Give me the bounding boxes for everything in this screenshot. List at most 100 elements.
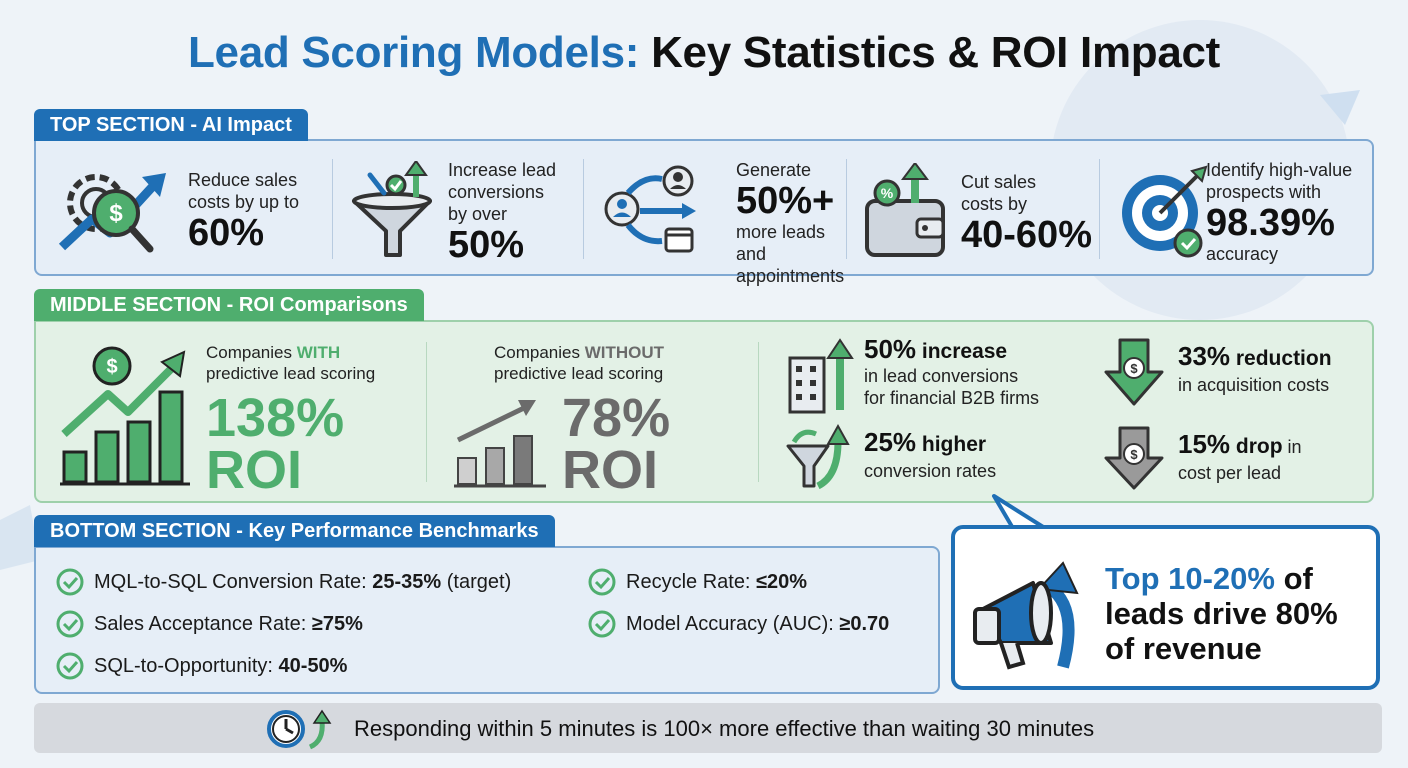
with-line2: predictive lead scoring <box>206 364 376 383</box>
top-stat-5-line1: Identify high-value <box>1206 160 1353 180</box>
title-part1: Lead Scoring Models: <box>187 28 640 77</box>
divider <box>426 342 427 482</box>
without-label: Companies WITHOUT predictive lead scorin… <box>494 342 664 384</box>
with-emph: WITH <box>296 343 341 362</box>
top-stat-5-line3: accuracy <box>1206 244 1279 264</box>
funnel-icon <box>352 161 432 257</box>
top-stat-1-line2: costs by up to <box>188 192 300 212</box>
building-growth-icon <box>788 338 854 414</box>
stat-4-small: in <box>1282 437 1302 457</box>
stat-1-mid: increase <box>916 340 1008 363</box>
svg-text:$: $ <box>109 200 123 227</box>
callout-box: Top 10-20% of leads drive 80% of revenue <box>951 525 1380 690</box>
top-stat-4: % Cut sales costs by 40-60% <box>849 141 1099 274</box>
lead-flow-icon <box>604 165 696 253</box>
check-circle-icon <box>56 652 84 680</box>
growth-chart-icon: $ <box>60 346 190 486</box>
benchmark-value: 40-50% <box>278 654 348 677</box>
top-stat-3-value: 50%+ <box>736 180 835 222</box>
svg-text:%: % <box>881 185 894 201</box>
top-stat-3: Generate 50%+ more leads and appointment… <box>586 141 846 286</box>
callout-text: Top 10-20% of leads drive 80% of revenue <box>1105 561 1338 666</box>
top-stat-1-line1: Reduce sales <box>188 170 298 190</box>
down-arrow-gray-icon: $ <box>1104 426 1164 490</box>
divider <box>583 159 584 259</box>
benchmark-label: SQL-to-Opportunity: <box>94 654 279 677</box>
benchmark-suffix: (target) <box>441 570 512 593</box>
footer-bar: Responding within 5 minutes is 100× more… <box>34 703 1382 753</box>
divider <box>1099 159 1100 259</box>
top-stat-2-value: 50% <box>448 224 525 266</box>
stat-1-big: 50% <box>864 334 917 364</box>
benchmark-value: 25-35% <box>372 570 442 593</box>
stat-2-big: 33% <box>1178 341 1231 371</box>
benchmark-label: MQL-to-SQL Conversion Rate: <box>94 570 373 593</box>
benchmark-sql-opportunity: SQL-to-Opportunity: 40-50% <box>56 652 347 680</box>
clock-growth-icon <box>267 709 332 750</box>
target-icon <box>1122 165 1208 258</box>
top-stat-5: Identify high-value prospects with 98.39… <box>1102 141 1374 274</box>
footer-text: Responding within 5 minutes is 100× more… <box>354 716 1095 741</box>
top-stat-2-line2: conversions <box>448 182 545 202</box>
callout-line3: of revenue <box>1105 631 1262 666</box>
top-section-label: TOP SECTION - AI Impact <box>34 109 308 141</box>
top-stat-5-value: 98.39% <box>1206 202 1335 244</box>
without-roi-label: ROI <box>562 440 659 500</box>
top-stat-1-value: 60% <box>188 212 265 254</box>
top-stat-2: Increase lead conversions by over 50% <box>336 141 586 274</box>
top-stat-3-line3: appointments <box>736 266 845 286</box>
svg-text:$: $ <box>1130 361 1138 376</box>
benchmark-model-accuracy: Model Accuracy (AUC): ≥0.70 <box>588 610 889 638</box>
with-roi-label: ROI <box>206 440 303 500</box>
stat-4-big: 15% <box>1178 429 1231 459</box>
bottom-section-panel: MQL-to-SQL Conversion Rate: 25-35% (targ… <box>34 546 940 694</box>
stat-3-mid: higher <box>916 433 987 456</box>
callout-line2: leads drive 80% <box>1105 596 1338 631</box>
without-emph: WITHOUT <box>584 343 665 362</box>
stat-4: 15% drop in cost per lead <box>1178 429 1302 485</box>
stat-3-line2: conversion rates <box>864 461 997 481</box>
with-label: Companies WITH predictive lead scoring <box>206 342 375 384</box>
top-stat-1: $ Reduce sales costs by up to 60% <box>36 141 336 274</box>
stat-2-line2: in acquisition costs <box>1178 375 1330 395</box>
megaphone-icon <box>973 561 1079 670</box>
top-stat-5-line2: prospects with <box>1206 182 1322 202</box>
top-stat-4-value: 40-60% <box>961 214 1092 256</box>
top-stat-2-line3: by over <box>448 204 508 224</box>
wallet-icon: % <box>865 163 945 257</box>
middle-section-panel: $ Companies WITH predictive lead scoring… <box>34 320 1374 503</box>
stat-4-mid: drop <box>1230 435 1283 458</box>
stat-1-line3: for financial B2B firms <box>864 388 1040 408</box>
check-circle-icon <box>588 568 616 596</box>
top-stat-3-line2: more leads and <box>736 222 826 264</box>
benchmark-mql-sql: MQL-to-SQL Conversion Rate: 25-35% (targ… <box>56 568 511 596</box>
stat-3: 25% higher conversion rates <box>864 427 997 483</box>
top-stat-2-line1: Increase lead <box>448 160 557 180</box>
check-circle-icon <box>56 568 84 596</box>
with-roi-value: 138% <box>206 388 345 448</box>
funnel-growth-icon <box>786 423 850 490</box>
svg-text:$: $ <box>106 356 117 378</box>
without-roi: 78% ROI <box>562 391 670 500</box>
without-line2: predictive lead scoring <box>494 364 664 383</box>
callout-rest1: of <box>1274 561 1313 596</box>
benchmark-recycle: Recycle Rate: ≤20% <box>588 568 807 596</box>
divider <box>846 159 847 259</box>
stat-2-mid: reduction <box>1230 347 1332 370</box>
bottom-section-label: BOTTOM SECTION - Key Performance Benchma… <box>34 515 555 547</box>
stat-1: 50% increase in lead conversions for fin… <box>864 336 1040 409</box>
svg-text:$: $ <box>1130 447 1138 462</box>
benchmark-label: Sales Acceptance Rate: <box>94 612 312 635</box>
top-stat-4-line1: Cut sales <box>961 172 1037 192</box>
title-part2: Key Statistics & ROI Impact <box>651 28 1221 77</box>
benchmark-label: Model Accuracy (AUC): <box>626 612 840 635</box>
stat-4-line2: cost per lead <box>1178 463 1282 483</box>
page-title: Lead Scoring Models: Key Statistics & RO… <box>0 28 1408 78</box>
check-circle-icon <box>56 610 84 638</box>
stat-1-line2: in lead conversions <box>864 366 1019 386</box>
divider <box>758 342 759 482</box>
divider <box>332 159 333 259</box>
top-stat-4-line2: costs by <box>961 194 1028 214</box>
stat-3-big: 25% <box>864 427 917 457</box>
small-growth-chart-icon <box>454 400 546 488</box>
